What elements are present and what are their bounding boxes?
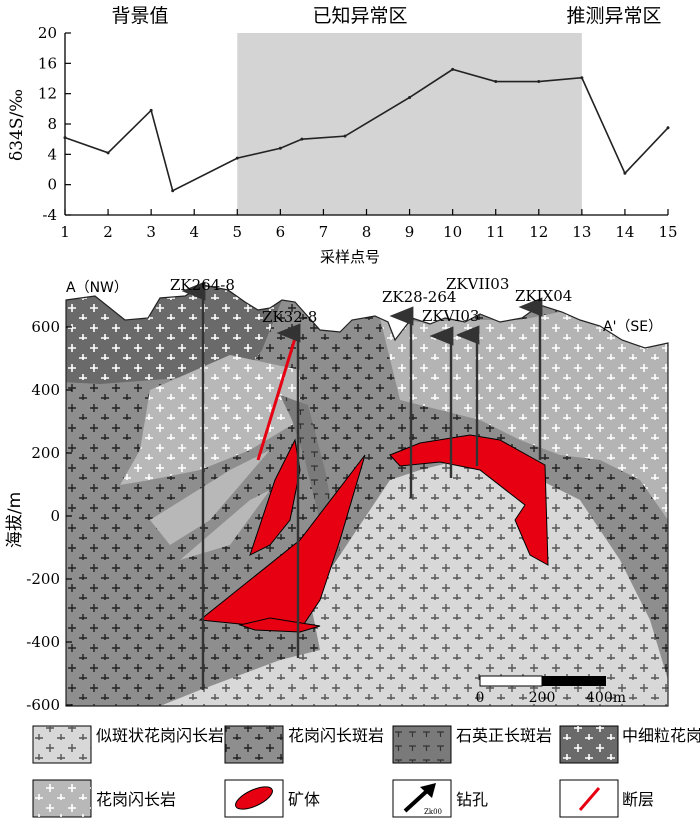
x-tick-label: 3 xyxy=(146,223,156,241)
x-tick-label: 12 xyxy=(529,223,548,241)
elevation-tick-label: -400 xyxy=(26,633,60,651)
fault-line xyxy=(256,334,298,461)
drillhole-label: ZKIX04 xyxy=(515,287,572,305)
x-tick-label: 10 xyxy=(443,223,462,241)
legend-swatch-pattern xyxy=(33,780,91,817)
drillhole-label: ZK264-8 xyxy=(170,276,235,294)
data-point xyxy=(451,67,455,71)
x-tick-label: 15 xyxy=(658,223,677,241)
legend-label: 花岗闪长斑岩 xyxy=(288,726,384,745)
drillhole-arrow-icon xyxy=(420,783,436,798)
elevation-ticks: 600 400 200 0 -200 -400 -600 xyxy=(26,318,72,714)
x-tick-label: 8 xyxy=(362,223,372,241)
fault-icon xyxy=(578,787,601,811)
data-point xyxy=(235,156,239,160)
scale-label: 200 xyxy=(529,690,556,706)
x-tick-label: 7 xyxy=(319,223,329,241)
legend-label: 钻孔 xyxy=(456,790,488,809)
zone-label: 推测异常区 xyxy=(566,5,661,27)
data-point xyxy=(343,134,347,138)
granodiorite-lens-2 xyxy=(150,450,270,545)
legend-swatch-pattern xyxy=(225,726,283,763)
drillhole-label: ZK28-264 xyxy=(382,288,456,306)
zone-label: 已知异常区 xyxy=(312,5,407,27)
x-tick-label: 6 xyxy=(276,223,286,241)
legend-label: 似斑状花岗闪长岩 xyxy=(96,726,224,745)
x-tick-label: 11 xyxy=(486,223,505,241)
data-point xyxy=(171,189,175,193)
geologic-cross-section: ZK264-8 ZK32-8 ZK28-264 ZKVI03 ZKVII03 Z… xyxy=(5,275,669,714)
endpoint-right-label: A'（SE） xyxy=(603,319,662,335)
ore-body-lower xyxy=(238,617,321,633)
zone-label: 背景值 xyxy=(111,5,168,27)
y-tick-label: 20 xyxy=(38,24,57,42)
data-point xyxy=(537,80,541,84)
y-ticks: -4 0 4 8 12 16 20 xyxy=(38,24,71,224)
x-tick-label: 9 xyxy=(405,223,415,241)
y-tick-label: 0 xyxy=(47,176,57,194)
data-point xyxy=(300,137,304,141)
ore-body-right xyxy=(389,434,549,566)
drillhole-icon xyxy=(403,788,430,813)
y-tick-label: 16 xyxy=(38,54,57,72)
endpoint-left-label: A（NW） xyxy=(66,280,128,296)
drillhole-label: ZKVII03 xyxy=(446,275,509,293)
y-tick-label: 8 xyxy=(47,115,57,133)
x-axis-label: 采样点号 xyxy=(320,248,380,266)
x-tick-label: 5 xyxy=(233,223,243,241)
x-tick-label: 4 xyxy=(189,223,199,241)
elevation-tick-label: 200 xyxy=(31,444,60,462)
zone-labels: 背景值 已知异常区 推测异常区 xyxy=(111,5,661,27)
series-points xyxy=(63,67,670,193)
data-point xyxy=(494,80,498,84)
elevation-tick-label: -600 xyxy=(26,696,60,714)
known-anomaly-shading xyxy=(237,33,582,215)
scale-label: 0 xyxy=(476,690,485,706)
data-point xyxy=(408,95,412,99)
legend-swatch-pattern xyxy=(560,726,618,763)
y-tick-label: 4 xyxy=(47,145,57,163)
ore-body-icon xyxy=(235,786,273,810)
data-point xyxy=(666,126,670,130)
legend-label: 断层 xyxy=(622,790,654,809)
elevation-tick-label: 400 xyxy=(31,381,60,399)
granodiorite-lens-1-pattern xyxy=(120,355,300,485)
x-ticks: 1 2 3 4 5 6 7 8 9 10 11 12 13 14 15 xyxy=(60,209,678,241)
ore-body-upper xyxy=(249,438,301,556)
legend-swatch-drillhole xyxy=(392,779,452,818)
legend: 似斑状花岗闪长岩 花岗闪长斑岩 石英正长斑岩 中细粒花岗岩 花岗闪长岩 矿体 Z… xyxy=(32,725,700,818)
data-point xyxy=(149,108,153,112)
x-tick-label: 1 xyxy=(60,223,70,241)
data-point xyxy=(623,171,627,175)
y-tick-label: 12 xyxy=(38,85,57,103)
elevation-axis-label: 海拔/m xyxy=(5,492,25,548)
y-axis-label: δ34S/‰ xyxy=(7,89,27,161)
drillhole-label: ZK32-8 xyxy=(262,308,317,326)
legend-label: 矿体 xyxy=(288,790,320,809)
data-point xyxy=(63,136,67,140)
elevation-tick-label: 600 xyxy=(31,318,60,336)
legend-swatch-pattern xyxy=(33,726,91,763)
legend-swatch-pattern xyxy=(393,726,451,763)
y-tick-label: -4 xyxy=(42,206,57,224)
elevation-tick-label: -200 xyxy=(26,570,60,588)
scale-label: 400m xyxy=(586,690,626,706)
legend-label: 花岗闪长岩 xyxy=(96,790,176,809)
data-point xyxy=(106,151,110,155)
drillhole-label: ZKVI03 xyxy=(422,307,479,325)
drill-icon-label: Zk00 xyxy=(424,808,442,816)
x-tick-label: 13 xyxy=(572,223,591,241)
x-tick-label: 2 xyxy=(103,223,113,241)
x-tick-label: 14 xyxy=(615,223,634,241)
scale-bar: 0 200 400m xyxy=(476,675,626,706)
elevation-tick-label: 0 xyxy=(50,507,60,525)
legend-label: 中细粒花岗岩 xyxy=(622,726,700,745)
legend-label: 石英正长斑岩 xyxy=(456,726,552,745)
data-point xyxy=(580,76,584,80)
data-point xyxy=(278,146,282,150)
